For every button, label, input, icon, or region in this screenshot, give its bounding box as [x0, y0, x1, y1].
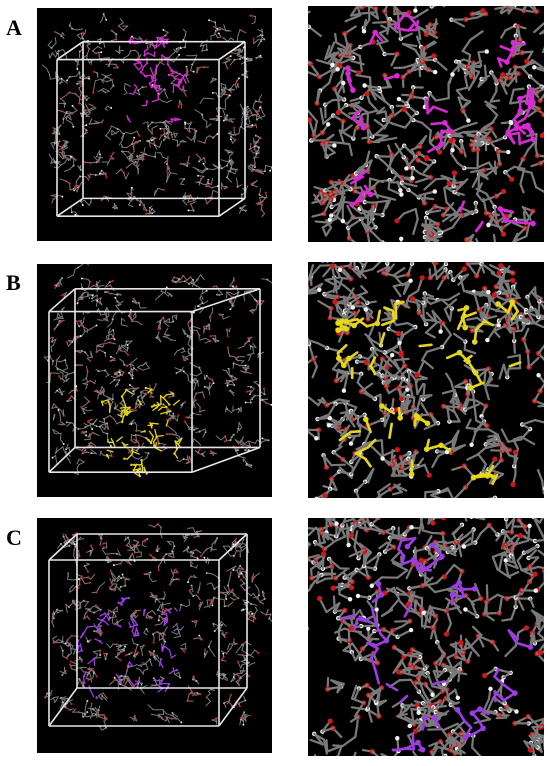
zoom-view-b	[308, 262, 544, 498]
row-label-a: A	[6, 15, 22, 40]
zoom-view-c	[308, 518, 544, 756]
row-label-b: B	[6, 270, 21, 295]
simulation-box-a	[37, 8, 272, 241]
simulation-box-c	[37, 518, 272, 753]
row-label-c: C	[6, 525, 22, 550]
zoom-view-a	[308, 6, 544, 242]
simulation-box-b	[37, 264, 272, 497]
